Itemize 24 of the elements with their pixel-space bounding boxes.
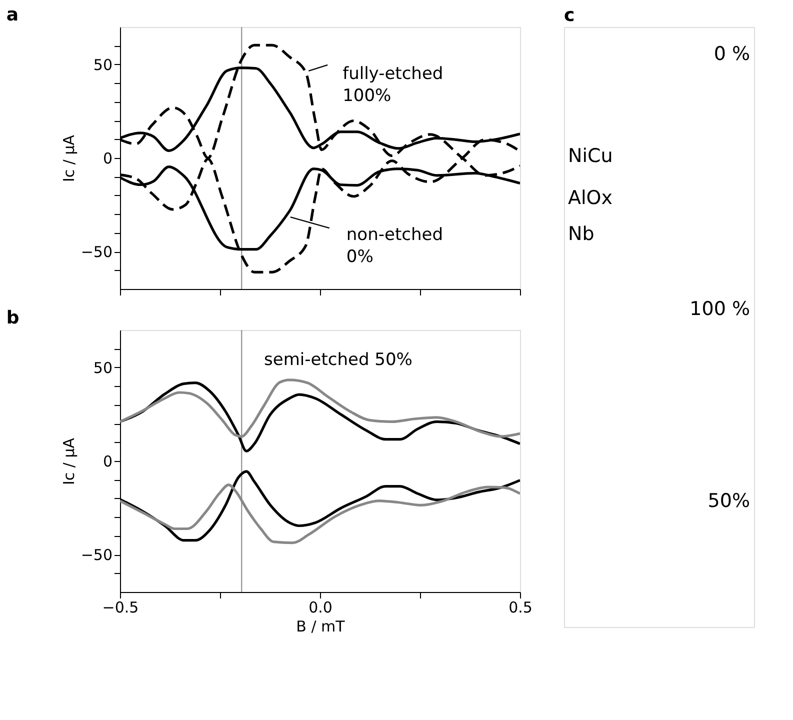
text: NiCu [568, 145, 613, 167]
y-tick-label: 50 [93, 56, 112, 74]
y-tick-label: −50 [80, 243, 112, 262]
y-tick-label: 0 [102, 452, 112, 470]
annotation: semi-etched 50% [264, 350, 412, 370]
annotation: fully-etched 100% [342, 64, 444, 106]
annotation: non-etched 0% [346, 225, 443, 268]
text: 50% [708, 490, 750, 512]
text: c [564, 5, 575, 26]
x-tick-label: 0.0 [308, 598, 332, 616]
x-tick-label: −0.5 [102, 598, 139, 616]
y-tick-label: 0 [102, 150, 112, 168]
y-tick-label: 50 [93, 358, 112, 377]
chart-title: b [6, 307, 20, 328]
x-tick-label: 0.5 [508, 598, 532, 616]
y-tick-label: −50 [80, 546, 112, 564]
text: AlOx [568, 187, 612, 209]
y-axis-title: Ic / µA [60, 437, 78, 486]
x-axis-title: B / mT [296, 618, 346, 636]
text: 100 % [690, 298, 750, 320]
text: Nb [568, 223, 594, 245]
chart-title: a [6, 4, 18, 26]
text: 0 % [714, 43, 750, 65]
y-axis-title: Ic / µA [60, 134, 78, 182]
